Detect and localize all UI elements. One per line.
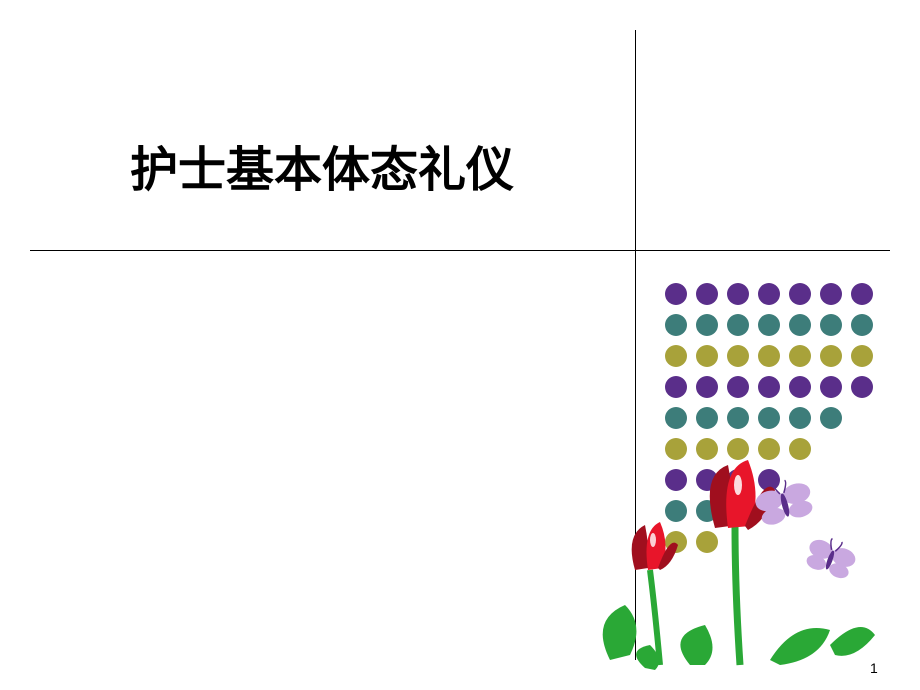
- decorative-dot: [758, 314, 780, 336]
- decorative-dot: [789, 314, 811, 336]
- decorative-dot: [696, 407, 718, 429]
- tulip-small: [632, 522, 678, 570]
- decorative-dot: [696, 283, 718, 305]
- butterfly-2: [803, 532, 860, 581]
- decorative-dot: [851, 314, 873, 336]
- decorative-dot: [820, 345, 842, 367]
- decorative-dot: [727, 376, 749, 398]
- decorative-dot: [696, 314, 718, 336]
- decorative-dot: [851, 283, 873, 305]
- decorative-dot: [758, 407, 780, 429]
- decorative-dot: [789, 345, 811, 367]
- decorative-dot: [665, 314, 687, 336]
- decorative-dot: [758, 376, 780, 398]
- decorative-dot: [851, 345, 873, 367]
- decorative-dot: [758, 345, 780, 367]
- decorative-dot: [696, 376, 718, 398]
- decorative-dot: [758, 283, 780, 305]
- decorative-dot: [665, 345, 687, 367]
- decorative-dot: [727, 345, 749, 367]
- decorative-dot: [789, 376, 811, 398]
- decorative-dot: [820, 283, 842, 305]
- horizontal-divider: [30, 250, 890, 251]
- slide: 护士基本体态礼仪: [0, 0, 920, 690]
- decorative-dot: [665, 407, 687, 429]
- decorative-dot: [789, 283, 811, 305]
- decorative-dot: [727, 283, 749, 305]
- decorative-dot: [820, 314, 842, 336]
- decorative-dot: [851, 376, 873, 398]
- page-number: 1: [870, 660, 878, 676]
- decorative-dot: [727, 407, 749, 429]
- decorative-dot: [820, 376, 842, 398]
- decorative-dot: [820, 407, 842, 429]
- decorative-dot: [727, 314, 749, 336]
- decorative-dot: [696, 345, 718, 367]
- decorative-dot: [665, 376, 687, 398]
- butterfly-1: [752, 475, 816, 528]
- slide-title: 护士基本体态礼仪: [130, 130, 514, 200]
- flower-illustration: [570, 450, 880, 685]
- decorative-dot: [665, 283, 687, 305]
- decorative-dot: [789, 407, 811, 429]
